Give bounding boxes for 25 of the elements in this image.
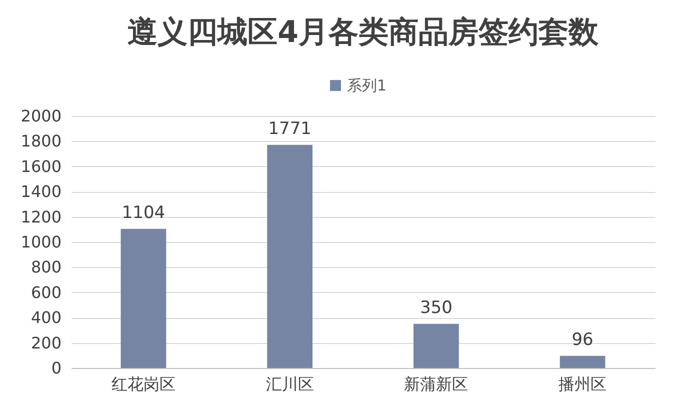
y-tick-label: 1200 — [20, 207, 62, 226]
y-tick-label: 0 — [51, 358, 62, 378]
y-tick-label: 1800 — [20, 132, 62, 151]
bar — [267, 144, 313, 368]
x-tick-label: 播州区 — [558, 374, 607, 394]
data-label: 1104 — [122, 202, 166, 223]
x-tick-label: 汇川区 — [266, 374, 314, 394]
legend-label: 系列1 — [347, 76, 387, 94]
bar — [120, 228, 166, 368]
y-tick-label: 1400 — [20, 182, 62, 202]
data-label: 1771 — [268, 118, 312, 139]
data-label: 96 — [572, 330, 594, 350]
chart-title: 遵义四城区4月各类商品房签约套数 — [128, 15, 600, 50]
bar — [560, 356, 606, 368]
y-tick-label: 2000 — [20, 106, 62, 126]
y-tick-label: 600 — [30, 282, 62, 302]
x-tick-label: 新蒲新区 — [404, 374, 468, 394]
y-tick-label: 1000 — [20, 232, 62, 252]
y-tick-label: 1600 — [20, 156, 62, 176]
bar — [413, 324, 459, 368]
x-tick-label: 红花岗区 — [111, 374, 176, 394]
y-tick-label: 800 — [30, 258, 62, 277]
y-tick-label: 200 — [30, 333, 62, 352]
y-tick-label: 400 — [30, 308, 62, 328]
data-label: 350 — [420, 298, 452, 318]
